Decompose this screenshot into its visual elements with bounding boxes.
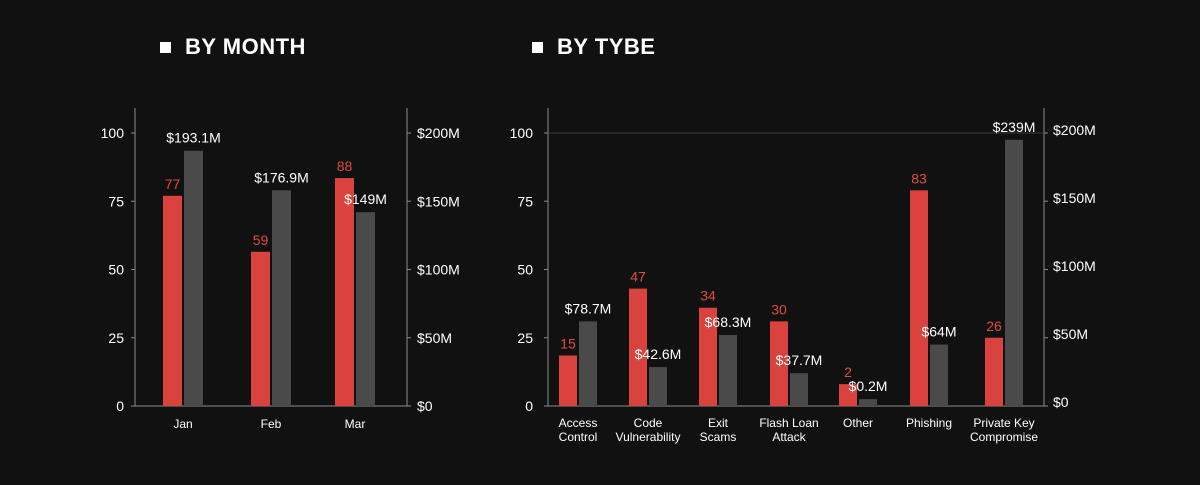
data-label-loss: $149M	[344, 191, 387, 207]
left-tick-label: 50	[108, 262, 124, 278]
category-label: Mar	[345, 417, 366, 431]
bar-count	[559, 355, 577, 406]
category-label: Access	[559, 416, 598, 430]
right-tick-label: $150M	[1053, 190, 1096, 206]
category-label: Control	[559, 430, 598, 444]
category-label: Private Key	[973, 416, 1034, 430]
data-label-count: 47	[630, 269, 646, 285]
bar-loss	[859, 399, 877, 406]
bar-count	[985, 337, 1003, 406]
data-label-loss: $193.1M	[166, 130, 220, 146]
category-label: Flash Loan	[759, 416, 818, 430]
bar-count	[770, 321, 788, 406]
right-tick-label: $200M	[1053, 122, 1096, 138]
category-label: Compromise	[970, 430, 1038, 444]
right-tick-label: $0	[417, 398, 433, 414]
chart-title-text: BY MONTH	[185, 34, 306, 59]
bar-loss	[272, 190, 291, 406]
category-label: Other	[843, 416, 873, 430]
chart-title-text: BY TYBE	[557, 34, 656, 59]
category-label: Feb	[261, 417, 282, 431]
right-tick-label: $100M	[1053, 258, 1096, 274]
data-label-loss: $42.6M	[635, 346, 682, 362]
left-tick-label: 50	[517, 262, 533, 278]
chart-title-by-type: BY TYBE	[532, 34, 655, 60]
left-tick-label: 0	[116, 398, 124, 414]
left-tick-label: 25	[108, 330, 124, 346]
bar-count	[335, 178, 354, 406]
data-label-count: 30	[771, 301, 787, 317]
bar-loss	[1005, 139, 1023, 406]
left-tick-label: 75	[517, 193, 533, 209]
data-label-count: 2	[844, 364, 852, 380]
data-label-loss: $239M	[993, 119, 1036, 135]
data-label-count: 26	[986, 318, 1002, 334]
data-label-loss: $64M	[921, 324, 956, 340]
right-tick-label: $50M	[1053, 326, 1088, 342]
data-label-count: 77	[165, 176, 181, 192]
left-tick-label: 0	[525, 398, 533, 414]
data-label-count: 34	[700, 288, 716, 304]
bar-loss	[649, 367, 667, 406]
category-label: Jan	[173, 417, 192, 431]
data-label-count: 59	[253, 232, 269, 248]
right-tick-label: $100M	[417, 262, 460, 278]
bar-loss	[356, 212, 375, 406]
chart-title-by-month: BY MONTH	[160, 34, 306, 60]
left-tick-label: 25	[517, 330, 533, 346]
bar-loss	[790, 373, 808, 406]
data-label-count: 15	[560, 335, 576, 351]
bar-loss	[719, 335, 737, 406]
left-tick-label: 100	[510, 125, 534, 141]
category-label: Phishing	[906, 416, 952, 430]
bar-loss	[579, 321, 597, 406]
bar-count	[163, 195, 182, 406]
category-label: Vulnerability	[616, 430, 681, 444]
bar-loss	[184, 150, 203, 406]
category-label: Code	[634, 416, 663, 430]
data-label-count: 88	[337, 158, 353, 174]
left-tick-label: 100	[101, 125, 125, 141]
right-tick-label: $200M	[417, 125, 460, 141]
category-label: Scams	[700, 430, 737, 444]
bar-count	[910, 190, 928, 406]
bar-count	[251, 251, 270, 406]
right-tick-label: $150M	[417, 193, 460, 209]
left-tick-label: 75	[108, 193, 124, 209]
bar-loss	[930, 344, 948, 406]
category-label: Attack	[772, 430, 806, 444]
square-bullet-icon	[532, 41, 543, 53]
category-label: Exit	[708, 416, 729, 430]
data-label-count: 83	[911, 170, 927, 186]
bar-count	[629, 288, 647, 406]
bar-count	[839, 384, 857, 406]
right-tick-label: $0	[1053, 394, 1069, 410]
right-tick-label: $50M	[417, 330, 452, 346]
square-bullet-icon	[160, 41, 171, 53]
bar-count	[699, 307, 717, 406]
data-label-loss: $78.7M	[565, 300, 612, 316]
data-label-loss: $37.7M	[776, 352, 823, 368]
data-label-loss: $176.9M	[254, 169, 308, 185]
data-label-loss: $68.3M	[705, 314, 752, 330]
data-label-loss: $0.2M	[849, 378, 888, 394]
